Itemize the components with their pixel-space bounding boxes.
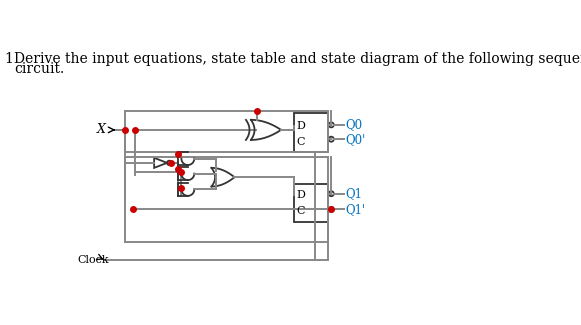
Text: Q0': Q0': [346, 133, 366, 146]
Bar: [294, 113, 328, 152]
Text: Derive the input equations, state table and state diagram of the following seque: Derive the input equations, state table …: [15, 52, 581, 66]
Text: 1: 1: [4, 52, 13, 66]
Text: C: C: [297, 206, 306, 216]
Text: Clock: Clock: [77, 255, 109, 265]
Text: Q1': Q1': [346, 203, 365, 216]
Text: circuit.: circuit.: [15, 62, 64, 76]
Text: X: X: [97, 124, 106, 136]
Text: D: D: [297, 190, 306, 200]
Text: C: C: [297, 137, 306, 147]
Text: Q1: Q1: [346, 187, 363, 200]
Text: Q0: Q0: [346, 118, 363, 131]
Text: D: D: [297, 121, 306, 131]
Bar: [294, 184, 328, 222]
